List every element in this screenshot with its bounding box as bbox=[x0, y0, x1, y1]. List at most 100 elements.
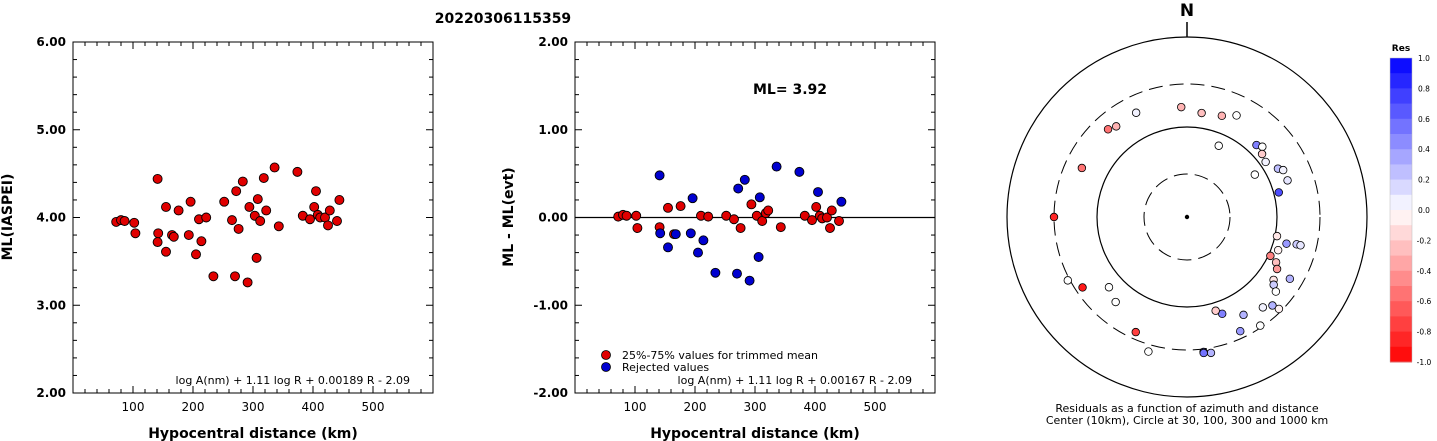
station-point bbox=[1211, 306, 1220, 315]
colorbar-title: Res bbox=[1392, 44, 1410, 54]
data-point bbox=[237, 176, 248, 187]
station-point bbox=[1077, 163, 1087, 173]
data-point bbox=[754, 192, 765, 203]
station-point bbox=[1197, 108, 1206, 118]
colorbar-cell bbox=[1390, 88, 1412, 105]
data-point bbox=[324, 205, 335, 216]
station-point bbox=[1232, 111, 1241, 120]
station-point bbox=[1104, 283, 1114, 292]
y-tick-label: 4.00 bbox=[36, 211, 66, 225]
data-point bbox=[621, 210, 632, 221]
y-tick-label: -2.00 bbox=[533, 386, 568, 400]
x-tick-label: 400 bbox=[804, 400, 827, 414]
data-point bbox=[663, 202, 673, 213]
y-tick-label: 1.00 bbox=[538, 123, 568, 137]
station-point bbox=[1236, 326, 1245, 336]
colorbar-label: 0.2 bbox=[1418, 176, 1430, 185]
plot2-xlabel: Hypocentral distance (km) bbox=[650, 426, 860, 441]
plot2-formula: log A(nm) + 1.11 log R + 0.00167 R - 2.0… bbox=[678, 374, 912, 387]
data-point bbox=[654, 170, 665, 181]
data-point bbox=[334, 194, 345, 205]
data-point bbox=[775, 222, 786, 233]
data-point bbox=[244, 202, 255, 212]
colorbar-cell bbox=[1390, 118, 1412, 135]
station-point bbox=[1131, 108, 1141, 117]
x-tick-label: 200 bbox=[684, 400, 707, 414]
y-tick-label: 6.00 bbox=[36, 35, 66, 49]
data-point bbox=[191, 249, 201, 260]
colorbar-cell bbox=[1390, 270, 1412, 287]
station-point bbox=[1250, 170, 1260, 179]
data-point bbox=[794, 166, 805, 177]
station-point bbox=[1278, 165, 1288, 175]
data-point bbox=[670, 229, 681, 240]
station-point bbox=[1283, 176, 1292, 185]
residual-colorbar: Res 1.0 0.8 0.6 0.4 0.2 0.0 -0.2 -0.4 -0.6 -0.8 -1… bbox=[1389, 44, 1432, 367]
station-point bbox=[1256, 321, 1265, 330]
data-point bbox=[153, 228, 164, 239]
station-point bbox=[1282, 239, 1291, 248]
colorbar-cell bbox=[1390, 316, 1412, 333]
colorbar-label: 0.8 bbox=[1418, 84, 1430, 93]
station-point bbox=[1269, 280, 1278, 289]
colorbar-label: 0.6 bbox=[1418, 115, 1430, 124]
station-point bbox=[1078, 283, 1087, 292]
station-point bbox=[1199, 348, 1208, 358]
data-point bbox=[230, 271, 240, 282]
colorbar-label: -0.6 bbox=[1417, 297, 1432, 306]
colorbar-label: 1.0 bbox=[1418, 54, 1430, 63]
x-tick-label: 100 bbox=[624, 400, 647, 414]
data-point bbox=[811, 202, 822, 212]
ring-100km bbox=[1096, 126, 1278, 308]
data-point bbox=[152, 173, 163, 184]
colorbar-cell bbox=[1390, 58, 1412, 74]
colorbar-label: -0.2 bbox=[1417, 236, 1432, 245]
colorbar-label: 0.4 bbox=[1418, 145, 1430, 154]
data-point bbox=[196, 236, 207, 247]
y-tick-label: 5.00 bbox=[36, 123, 66, 137]
colorbar-cell bbox=[1390, 225, 1412, 241]
data-point bbox=[152, 237, 163, 248]
data-point bbox=[753, 252, 764, 262]
data-point bbox=[735, 223, 746, 233]
colorbar-cell bbox=[1390, 164, 1412, 181]
colorbar-cell bbox=[1390, 194, 1412, 211]
data-point bbox=[655, 228, 666, 239]
x-tick-label: 500 bbox=[864, 400, 887, 414]
data-point bbox=[685, 228, 696, 239]
data-point bbox=[119, 216, 130, 226]
data-point bbox=[698, 235, 709, 246]
data-point bbox=[130, 228, 141, 239]
data-point bbox=[663, 242, 673, 253]
station-point bbox=[1257, 149, 1267, 159]
plot1-xlabel: Hypocentral distance (km) bbox=[148, 426, 358, 441]
plot1-formula: log A(nm) + 1.11 log R + 0.00189 R - 2.0… bbox=[176, 374, 410, 387]
ring-30km bbox=[1143, 173, 1231, 261]
x-tick-label: 100 bbox=[122, 400, 145, 414]
data-point bbox=[305, 214, 315, 225]
colorbar-label: -0.8 bbox=[1417, 328, 1432, 337]
colorbar-cell bbox=[1390, 301, 1412, 317]
data-point bbox=[813, 187, 823, 198]
x-tick-label: 300 bbox=[242, 400, 265, 414]
data-point bbox=[323, 220, 333, 231]
station-point bbox=[1214, 141, 1223, 150]
colorbar-cell bbox=[1390, 346, 1412, 363]
data-point bbox=[273, 221, 284, 232]
data-point bbox=[807, 215, 817, 226]
colorbar-cell bbox=[1390, 240, 1412, 257]
station-point bbox=[1258, 303, 1268, 312]
data-point bbox=[744, 275, 755, 286]
station-point bbox=[1111, 297, 1120, 307]
ml-annotation: ML= 3.92 bbox=[753, 82, 827, 98]
station-point bbox=[1239, 310, 1248, 320]
data-point bbox=[168, 231, 179, 242]
data-point bbox=[632, 223, 643, 233]
colorbar-cell bbox=[1390, 149, 1412, 165]
station-point bbox=[1258, 142, 1267, 151]
data-point bbox=[161, 246, 171, 257]
data-point bbox=[311, 186, 321, 197]
plot2-ylabel: ML - ML(evt) bbox=[501, 167, 517, 266]
data-point bbox=[687, 193, 698, 204]
station-point bbox=[1063, 276, 1073, 285]
